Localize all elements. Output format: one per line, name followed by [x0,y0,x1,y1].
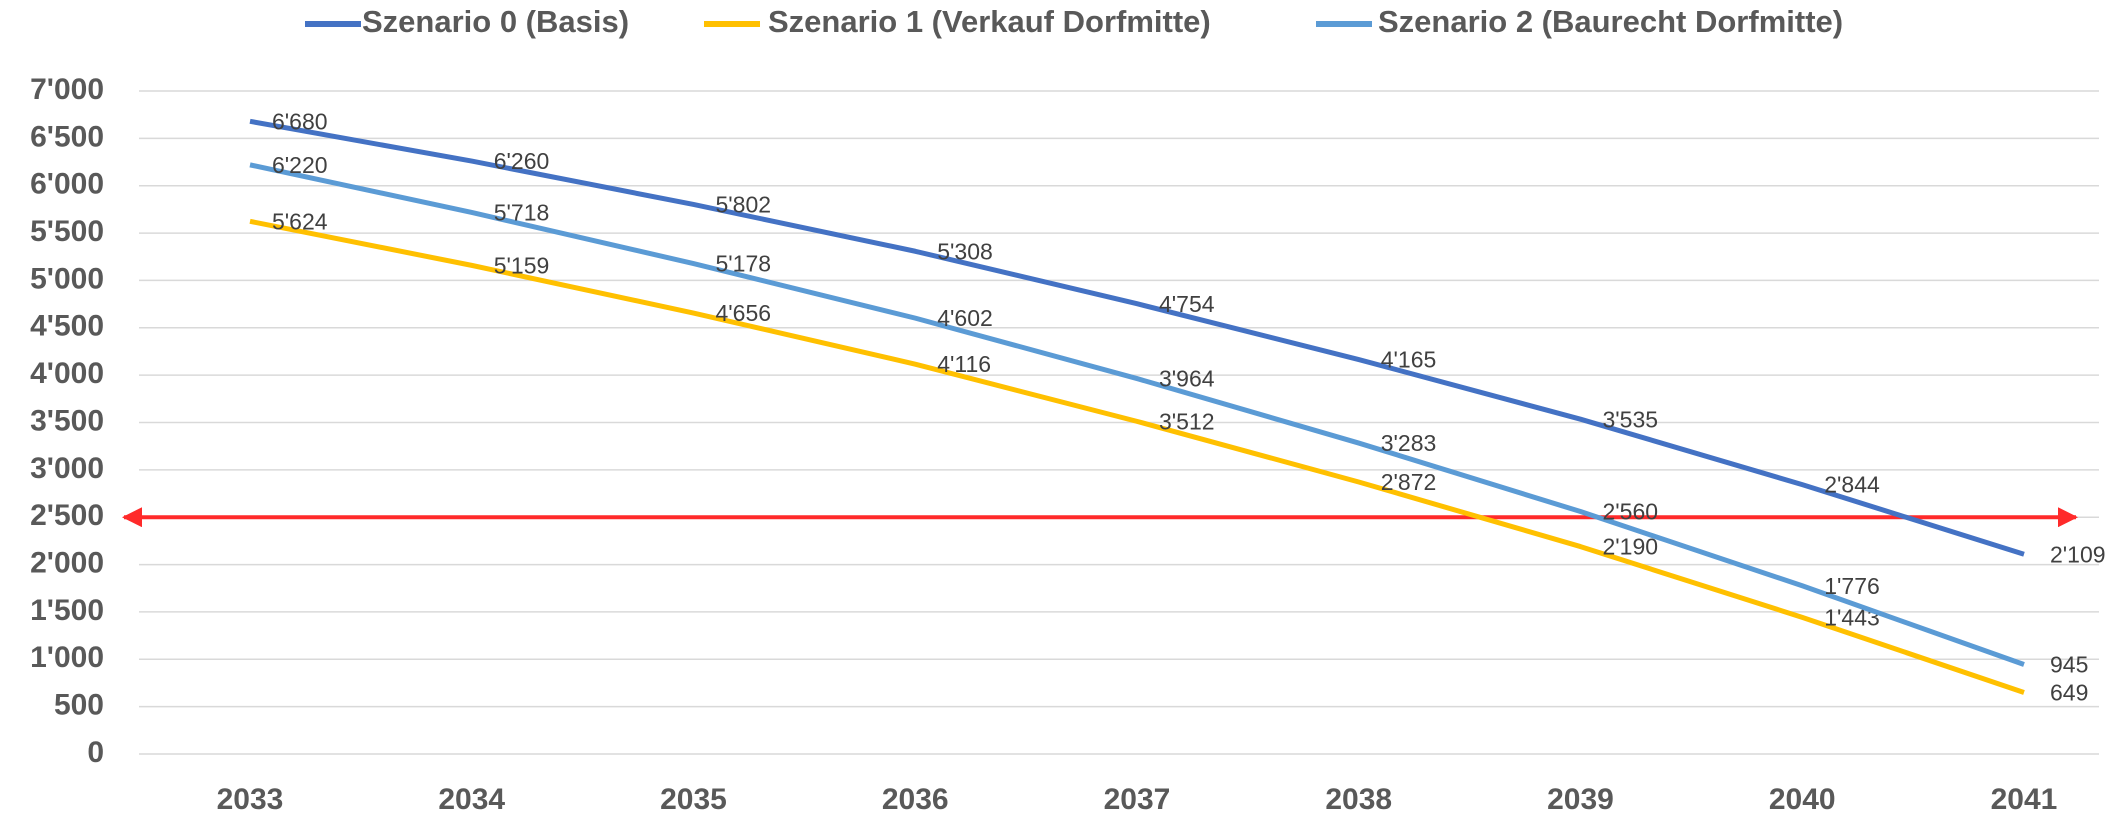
x-tick-label: 2037 [1104,783,1171,816]
data-label: 6'680 [272,108,328,134]
y-tick-label: 1'500 [30,594,104,627]
data-label: 945 [2050,652,2088,678]
data-label: 5'802 [716,192,772,218]
data-label: 1'776 [1824,573,1880,599]
data-label: 5'308 [937,238,993,264]
data-label: 4'656 [716,300,772,326]
y-tick-label: 2'500 [30,499,104,532]
y-tick-label: 2'000 [30,546,104,579]
data-label: 5'178 [716,251,772,277]
legend-label: Szenario 1 (Verkauf Dorfmitte) [768,4,1211,39]
legend-label: Szenario 2 (Baurecht Dorfmitte) [1378,4,1843,39]
data-label: 3'535 [1603,406,1659,432]
data-label: 4'165 [1381,347,1437,373]
y-tick-label: 6'500 [30,120,104,153]
legend-label: Szenario 0 (Basis) [362,4,629,39]
y-tick-label: 0 [87,736,104,769]
data-label: 3'964 [1159,366,1215,392]
x-tick-label: 2040 [1769,783,1836,816]
data-label: 2'560 [1603,499,1659,525]
data-label: 5'159 [494,252,550,278]
data-label: 4'754 [1159,291,1215,317]
y-tick-label: 3'500 [30,404,104,437]
y-tick-label: 3'000 [30,452,104,485]
data-label: 5'624 [272,208,328,234]
x-tick-label: 2033 [217,783,284,816]
y-tick-label: 4'500 [30,310,104,343]
x-tick-label: 2041 [1991,783,2058,816]
data-label: 4'116 [937,351,991,377]
data-label: 2'109 [2050,541,2106,567]
data-label: 3'512 [1159,408,1215,434]
series-line [249,218,2025,695]
x-tick-label: 2039 [1547,783,1614,816]
data-label: 4'602 [937,305,993,331]
y-tick-label: 7'000 [30,73,104,106]
data-label: 5'718 [494,200,550,226]
y-tick-label: 1'000 [30,641,104,674]
x-tick-label: 2035 [660,783,727,816]
data-label: 3'283 [1381,430,1437,456]
data-label: 2'872 [1381,469,1437,495]
series-line [249,162,2025,667]
data-label: 6'260 [494,148,550,174]
y-tick-label: 500 [54,689,104,722]
data-label: 6'220 [272,152,328,178]
y-tick-label: 6'000 [30,168,104,201]
data-label: 2'190 [1603,534,1659,560]
y-tick-label: 5'500 [30,215,104,248]
x-tick-label: 2034 [438,783,505,816]
series-line [249,118,2025,557]
x-tick-label: 2036 [882,783,949,816]
data-label: 649 [2050,680,2088,706]
x-tick-label: 2038 [1325,783,1392,816]
data-label: 2'844 [1824,472,1880,498]
y-tick-label: 5'000 [30,262,104,295]
y-tick-label: 4'000 [30,357,104,390]
